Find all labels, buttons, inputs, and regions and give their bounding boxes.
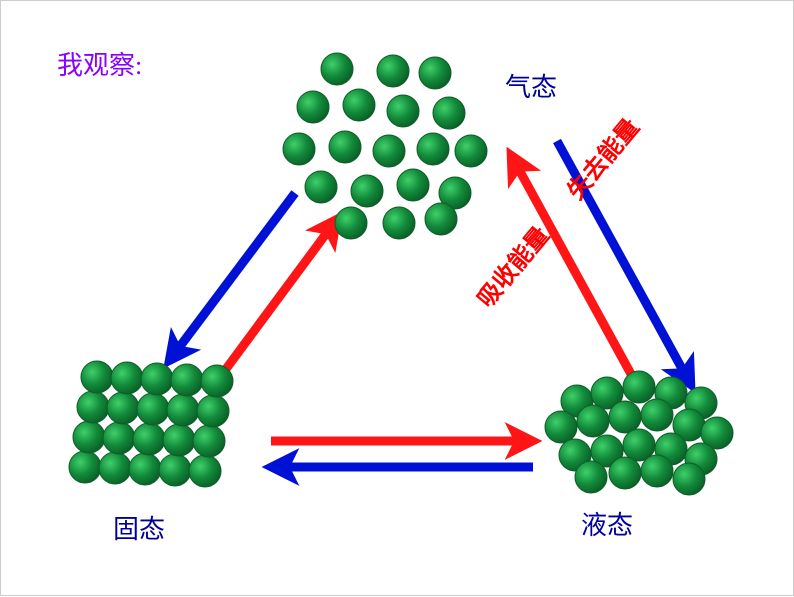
particle — [351, 175, 383, 207]
particle — [609, 457, 641, 489]
particle — [673, 463, 705, 495]
particle — [141, 363, 173, 395]
particle — [73, 421, 105, 453]
particle — [99, 452, 131, 484]
solid-particle-cluster — [69, 361, 233, 487]
particle — [575, 461, 607, 493]
particle — [373, 135, 405, 167]
particle — [129, 453, 161, 485]
particle — [111, 362, 143, 394]
state-label-liquid: 液态 — [581, 505, 633, 542]
particle — [641, 399, 673, 431]
particle — [433, 97, 465, 129]
particle — [455, 135, 487, 167]
particle — [167, 394, 199, 426]
gas-particle-cluster — [283, 53, 487, 239]
particle — [397, 169, 429, 201]
arrow-solid-to-gas — [223, 219, 337, 373]
particle — [163, 424, 195, 456]
particle — [343, 89, 375, 121]
particle — [577, 405, 609, 437]
particle — [297, 91, 329, 123]
particle — [417, 133, 449, 165]
states-of-matter-diagram — [1, 1, 794, 597]
particle — [77, 391, 109, 423]
particle — [133, 423, 165, 455]
particle — [201, 365, 233, 397]
particle — [81, 361, 113, 393]
particle — [107, 392, 139, 424]
particle — [137, 393, 169, 425]
particle — [641, 455, 673, 487]
arrow-gas-to-solid — [169, 193, 295, 361]
particle — [69, 451, 101, 483]
particle — [193, 425, 225, 457]
particle — [383, 207, 415, 239]
particle — [623, 371, 655, 403]
particle — [329, 131, 361, 163]
particle — [425, 203, 457, 235]
page-title: 我观察: — [57, 45, 142, 82]
state-label-gas: 气态 — [505, 67, 557, 104]
particle — [283, 133, 315, 165]
particle — [387, 95, 419, 127]
particle — [171, 364, 203, 396]
particle — [545, 411, 577, 443]
particle — [197, 395, 229, 427]
liquid-particle-cluster — [545, 371, 733, 495]
particle — [159, 454, 191, 486]
particle — [609, 401, 641, 433]
particle — [305, 171, 337, 203]
particle — [321, 53, 353, 85]
particle — [189, 455, 221, 487]
state-label-solid: 固态 — [113, 509, 165, 546]
particle — [103, 422, 135, 454]
particle — [377, 55, 409, 87]
particle — [419, 57, 451, 89]
particle — [335, 207, 367, 239]
